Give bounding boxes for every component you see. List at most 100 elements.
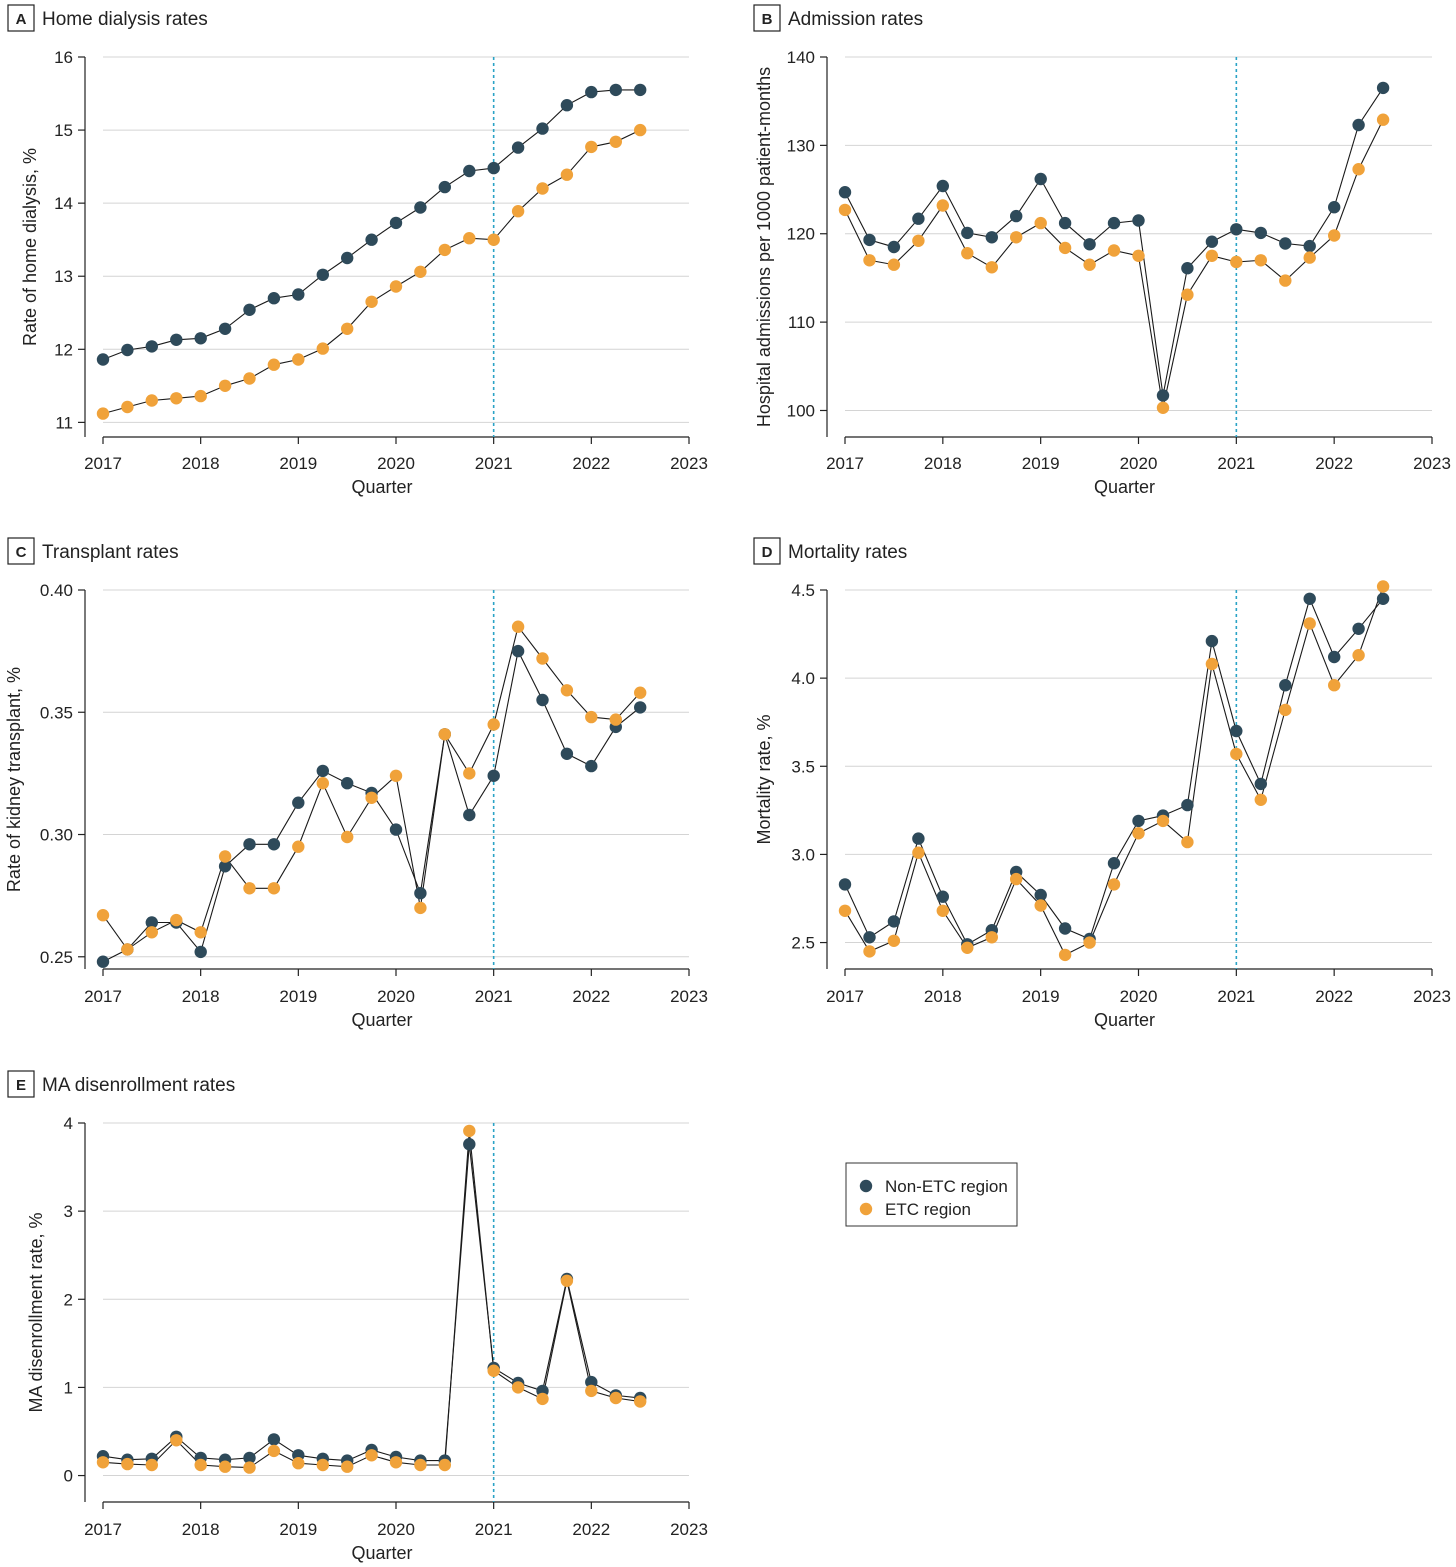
data-point-etc: [609, 713, 622, 726]
data-point-non-etc: [1132, 814, 1145, 828]
x-axis-label: Quarter: [1094, 477, 1155, 497]
data-point-etc: [292, 353, 305, 366]
data-point-etc: [96, 1456, 110, 1469]
chart-title: Mortality rates: [788, 542, 907, 563]
panel-b: B Admission rates 100 110 120 130 140 2017 2018 2…: [753, 4, 1451, 497]
y-axis-label: Mortality rate, %: [754, 714, 774, 844]
panel-letter-box: [7, 1070, 35, 1098]
data-point-non-etc: [292, 796, 305, 809]
data-point-non-etc: [511, 644, 525, 658]
x-tick-label: 2017: [826, 987, 864, 1006]
data-point-etc: [961, 247, 974, 260]
x-tick-label: 2019: [279, 454, 317, 473]
y-tick-label: 15: [54, 121, 73, 140]
data-point-non-etc: [1352, 622, 1365, 635]
legend-box: [845, 1162, 1018, 1227]
data-point-non-etc: [511, 141, 525, 154]
series-line-non-etc: [102, 649, 641, 963]
data-point-non-etc: [1132, 214, 1145, 227]
x-tick-label: 2023: [670, 987, 708, 1006]
data-point-non-etc: [170, 333, 183, 346]
data-point-non-etc: [609, 83, 622, 97]
x-tick-label: 2018: [924, 454, 962, 473]
chart-title: Transplant rates: [42, 542, 179, 563]
series-line-etc: [102, 129, 641, 415]
x-tick-label: 2023: [1413, 454, 1451, 473]
data-point-non-etc: [634, 701, 647, 714]
data-point-non-etc: [912, 832, 925, 845]
data-point-etc: [121, 943, 134, 956]
data-point-non-etc: [936, 179, 949, 193]
data-point-non-etc: [961, 226, 974, 240]
panel-e: E MA disenrollment rates 0 1 2 3 4 2017 2018 2019…: [7, 1070, 708, 1563]
data-point-non-etc: [863, 931, 876, 944]
chart-title: MA disenrollment rates: [42, 1075, 235, 1096]
data-point-non-etc: [1107, 216, 1121, 230]
y-tick-label: 110: [788, 313, 815, 332]
y-tick-label: 12: [54, 340, 73, 359]
data-point-etc: [194, 926, 207, 939]
data-point-etc: [838, 203, 852, 217]
data-point-etc: [536, 1392, 549, 1406]
data-point-etc: [887, 258, 901, 271]
data-point-non-etc: [267, 1433, 281, 1446]
x-tick-label: 2018: [182, 1520, 220, 1539]
data-point-etc: [170, 1434, 183, 1447]
panel-letter-box: [7, 537, 35, 565]
data-point-etc: [585, 1384, 598, 1398]
y-tick-label: 3.0: [791, 845, 815, 864]
data-point-etc: [194, 389, 207, 403]
x-tick-label: 2020: [1120, 454, 1158, 473]
data-point-etc: [1230, 255, 1243, 269]
data-point-etc: [267, 882, 281, 895]
data-point-non-etc: [1181, 798, 1194, 812]
data-point-non-etc: [887, 915, 901, 928]
data-point-non-etc: [389, 823, 403, 836]
data-point-etc: [170, 913, 183, 927]
legend-swatch-etc: [859, 1202, 873, 1216]
data-point-non-etc: [463, 164, 476, 178]
data-point-non-etc: [341, 777, 354, 790]
y-axis-label: MA disenrollment rate, %: [26, 1212, 46, 1412]
x-tick-label: 2017: [826, 454, 864, 473]
data-point-etc: [121, 400, 134, 414]
y-tick-label: 0.35: [40, 703, 73, 722]
x-tick-label: 2020: [1120, 987, 1158, 1006]
data-point-etc: [218, 850, 232, 863]
data-point-etc: [634, 123, 647, 137]
panel-a: A Home dialysis rates 11 12 13 14 15 16 2017 2018…: [7, 4, 708, 497]
data-point-etc: [243, 1461, 256, 1474]
data-point-etc: [487, 233, 500, 246]
data-point-etc: [389, 1456, 403, 1469]
data-point-etc: [96, 909, 110, 922]
data-point-etc: [463, 767, 476, 780]
data-point-etc: [887, 934, 901, 947]
x-axis-label: Quarter: [351, 1010, 412, 1030]
x-tick-label: 2021: [1217, 987, 1255, 1006]
data-point-non-etc: [292, 288, 305, 301]
panel-d: D Mortality rates 2.5 3.0 3.5 4.0 4.5 2017 2018 2…: [753, 537, 1451, 1030]
data-point-non-etc: [438, 180, 451, 194]
data-point-etc: [487, 718, 500, 731]
data-point-non-etc: [267, 838, 281, 851]
data-point-etc: [218, 379, 232, 392]
data-point-non-etc: [487, 769, 500, 782]
data-point-etc: [414, 901, 427, 915]
x-tick-label: 2021: [1217, 454, 1255, 473]
panel-letter: E: [16, 1077, 26, 1094]
data-point-non-etc: [1254, 777, 1268, 791]
data-point-etc: [463, 232, 476, 245]
data-point-etc: [1132, 249, 1145, 262]
data-point-etc: [1034, 899, 1047, 912]
data-point-non-etc: [1376, 592, 1390, 605]
data-point-etc: [1034, 216, 1047, 230]
data-point-non-etc: [1034, 172, 1047, 186]
data-point-non-etc: [463, 808, 476, 822]
x-tick-label: 2019: [1022, 987, 1060, 1006]
data-point-non-etc: [414, 887, 427, 900]
data-point-etc: [170, 392, 183, 405]
data-point-non-etc: [634, 83, 647, 97]
data-point-non-etc: [1303, 239, 1316, 253]
data-point-non-etc: [389, 216, 403, 230]
